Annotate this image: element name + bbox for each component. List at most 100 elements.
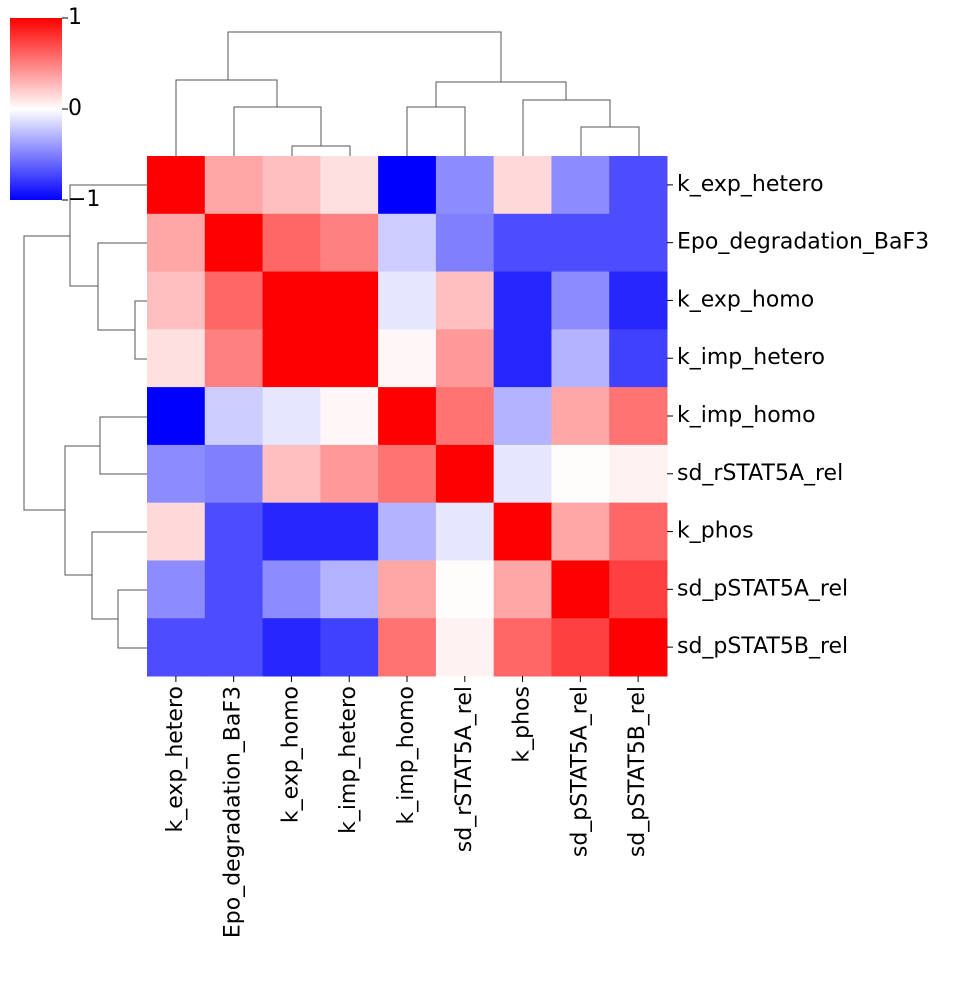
column-label: k_exp_hetero <box>163 686 188 833</box>
cell <box>262 560 321 619</box>
cell <box>435 271 495 330</box>
cell <box>493 387 552 446</box>
column-dendrogram <box>175 31 640 156</box>
cell <box>204 560 264 619</box>
column-label: k_phos <box>510 686 535 763</box>
column-label: k_exp_homo <box>278 686 303 823</box>
cell <box>378 502 437 561</box>
cell <box>551 271 610 330</box>
colorbar-tick-label: 1 <box>68 5 82 30</box>
cell <box>378 329 437 388</box>
row-label: sd_rSTAT5A_rel <box>677 461 843 486</box>
cell <box>204 271 264 330</box>
cell <box>204 387 264 446</box>
cell <box>493 618 552 677</box>
cell <box>378 618 437 677</box>
cell <box>493 329 552 388</box>
cell <box>262 502 321 561</box>
cell <box>378 271 437 330</box>
cell <box>320 329 379 388</box>
cell <box>262 156 321 215</box>
column-label: sd_rSTAT5A_rel <box>452 686 477 852</box>
cell <box>378 560 437 619</box>
cell <box>147 156 206 215</box>
cell <box>435 444 495 504</box>
cell <box>262 444 321 504</box>
cell <box>609 502 668 561</box>
cell <box>378 213 437 273</box>
cell <box>609 387 668 446</box>
cell <box>551 444 610 504</box>
cell <box>204 156 264 215</box>
cell <box>320 271 379 330</box>
cell <box>609 271 668 330</box>
cell <box>551 329 610 388</box>
cell <box>262 271 321 330</box>
cell <box>147 387 206 446</box>
cell <box>551 502 610 561</box>
row-label: k_exp_homo <box>677 287 814 312</box>
row-label: k_imp_hetero <box>677 345 825 370</box>
cell <box>320 560 379 619</box>
colorbar <box>10 18 62 200</box>
cell <box>147 502 206 561</box>
cell <box>204 329 264 388</box>
row-label: sd_pSTAT5B_rel <box>677 634 848 659</box>
cell <box>551 618 610 677</box>
row-label: k_imp_homo <box>677 403 816 428</box>
cell <box>262 329 321 388</box>
cell <box>609 156 668 215</box>
cell <box>378 156 437 215</box>
cell <box>320 213 379 273</box>
column-label: Epo_degradation_BaF3 <box>221 686 246 938</box>
cell <box>262 213 321 273</box>
cell <box>147 329 206 388</box>
cell <box>320 502 379 561</box>
row-label: Epo_degradation_BaF3 <box>677 230 929 255</box>
cell <box>262 387 321 446</box>
row-label: k_phos <box>677 519 754 544</box>
cell <box>435 156 495 215</box>
cell <box>147 444 206 504</box>
cell <box>147 618 206 677</box>
cell <box>204 618 264 677</box>
cell <box>262 618 321 677</box>
cell <box>493 502 552 561</box>
cell <box>551 156 610 215</box>
cell <box>493 271 552 330</box>
cell <box>609 329 668 388</box>
row-dendrogram <box>23 184 147 649</box>
cell <box>147 560 206 619</box>
colorbar-tick-label: 0 <box>68 96 82 121</box>
cell <box>493 444 552 504</box>
cell <box>609 560 668 619</box>
column-label: k_imp_hetero <box>336 686 361 834</box>
cell <box>435 387 495 446</box>
cell <box>435 329 495 388</box>
cell <box>378 444 437 504</box>
cell <box>320 618 379 677</box>
cell <box>204 502 264 561</box>
cell <box>609 444 668 504</box>
cell <box>609 618 668 677</box>
cell <box>435 560 495 619</box>
cell <box>204 444 264 504</box>
cell <box>204 213 264 273</box>
cell <box>493 213 552 273</box>
colorbar-tick-label: −1 <box>68 187 100 212</box>
cell <box>551 387 610 446</box>
cell <box>147 213 206 273</box>
cell <box>378 387 437 446</box>
cell <box>493 560 552 619</box>
cell <box>435 213 495 273</box>
cell <box>435 618 495 677</box>
cell <box>493 156 552 215</box>
cell <box>551 213 610 273</box>
column-label: k_imp_homo <box>394 686 419 825</box>
row-label: sd_pSTAT5A_rel <box>677 576 848 601</box>
cell <box>435 502 495 561</box>
cell <box>320 444 379 504</box>
cell <box>551 560 610 619</box>
cell <box>320 156 379 215</box>
